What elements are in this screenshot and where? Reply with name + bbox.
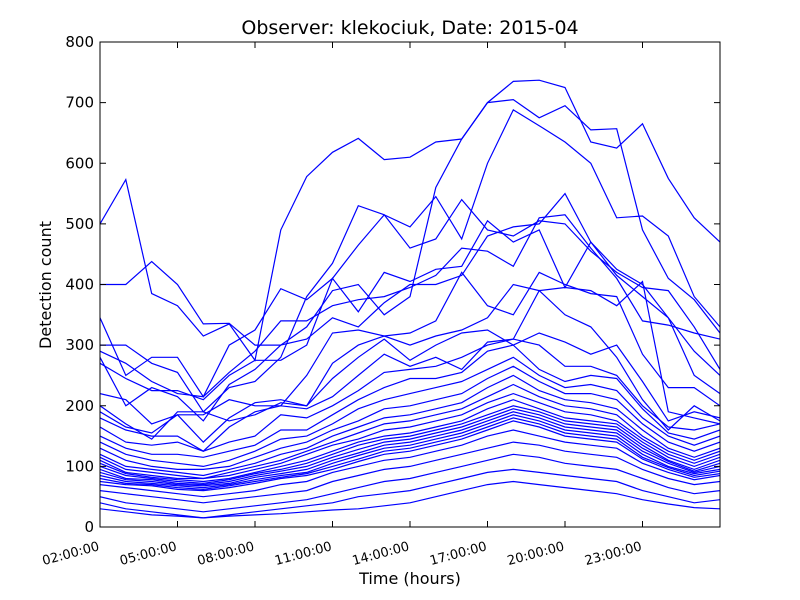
series-line-28 bbox=[100, 453, 720, 513]
series-line-13 bbox=[100, 344, 720, 458]
series-group bbox=[100, 79, 720, 519]
series-line-25 bbox=[100, 420, 720, 492]
y-tick-label: 800 bbox=[65, 33, 94, 51]
chart-title: Observer: klekociuk, Date: 2015-04 bbox=[241, 17, 578, 39]
series-line-2 bbox=[100, 79, 720, 346]
y-tick-label: 600 bbox=[65, 154, 94, 172]
series-line-21 bbox=[100, 408, 720, 486]
y-tick-label: 400 bbox=[65, 276, 94, 294]
x-axis-label: Time (hours) bbox=[358, 569, 461, 588]
series-line-26 bbox=[100, 429, 720, 498]
y-tick-label: 500 bbox=[65, 215, 94, 233]
series-line-22 bbox=[100, 411, 720, 487]
series-line-7 bbox=[100, 219, 720, 401]
series-line-20 bbox=[100, 405, 720, 485]
series-line-12 bbox=[100, 338, 720, 452]
series-line-30 bbox=[100, 480, 720, 519]
series-line-24 bbox=[100, 417, 720, 491]
series-line-14 bbox=[100, 356, 720, 468]
y-tick-label: 300 bbox=[65, 336, 94, 354]
series-line-6 bbox=[100, 192, 720, 422]
series-line-18 bbox=[100, 392, 720, 480]
series-line-1 bbox=[100, 98, 720, 362]
y-tick-label: 200 bbox=[65, 397, 94, 415]
y-tick-label: 100 bbox=[65, 457, 94, 475]
series-line-5 bbox=[100, 214, 720, 398]
series-line-8 bbox=[100, 271, 720, 425]
series-line-10 bbox=[100, 329, 720, 443]
y-axis: 0 100 200 300 400 500 600 700 800 bbox=[65, 33, 720, 536]
series-line-16 bbox=[100, 374, 720, 477]
y-tick-label: 700 bbox=[65, 94, 94, 112]
series-line-23 bbox=[100, 414, 720, 489]
y-axis-label: Detection count bbox=[36, 221, 55, 349]
y-tick-label: 0 bbox=[84, 518, 94, 536]
series-line-19 bbox=[100, 399, 720, 483]
series-line-15 bbox=[100, 365, 720, 470]
series-line-27 bbox=[100, 441, 720, 504]
series-line-9 bbox=[100, 280, 720, 440]
